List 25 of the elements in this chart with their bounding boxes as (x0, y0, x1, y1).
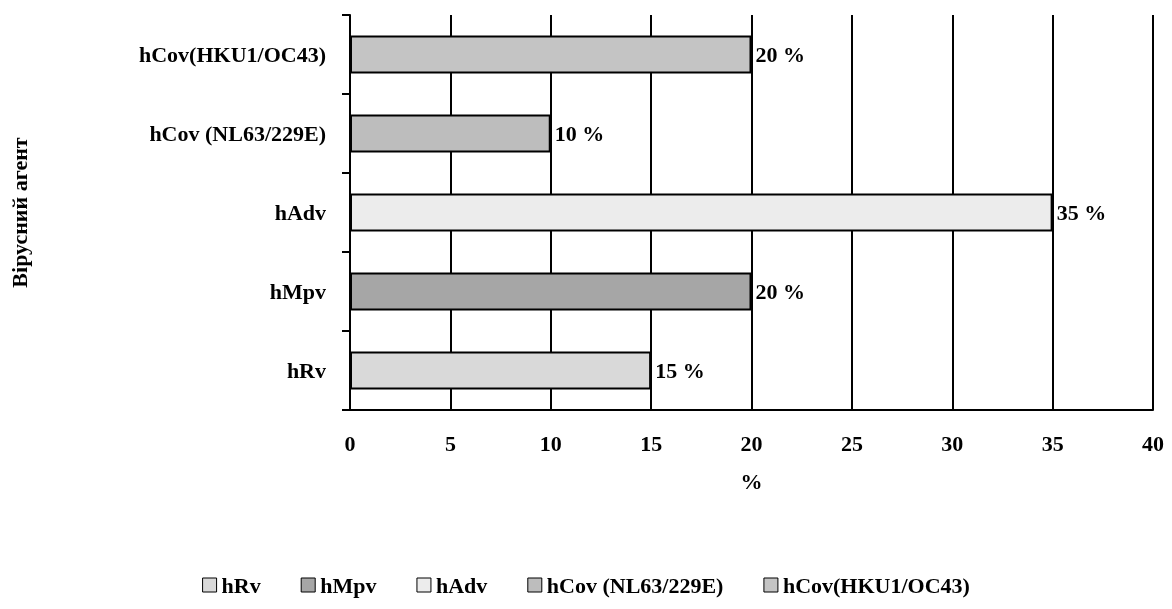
y-tick-label: hCov(HKU1/OC43) (139, 42, 326, 67)
legend-label: hCov (NL63/229E) (546, 572, 724, 598)
data-label: 15 % (655, 358, 705, 383)
legend-label: hMpv (320, 572, 377, 598)
x-tick-label: 30 (941, 430, 964, 456)
y-tick-label: hMpv (269, 279, 326, 304)
x-axis-title: % (740, 468, 763, 494)
y-axis-title: Вірусний агент (6, 137, 32, 288)
data-label: 20 % (755, 42, 805, 67)
x-tick-label: 25 (840, 430, 863, 456)
x-tick-label: 35 (1041, 430, 1064, 456)
data-label: 10 % (554, 121, 605, 146)
x-tick-label: 10 (539, 430, 562, 456)
data-label: 20 % (755, 279, 805, 304)
y-tick-label: hRv (286, 358, 326, 383)
y-tick-label: hAdv (274, 200, 326, 225)
x-tick-label: 20 (740, 430, 763, 456)
x-tick-label: 5 (444, 430, 456, 456)
legend-label: hAdv (435, 572, 488, 598)
y-tick-label: hCov (NL63/229E) (149, 121, 326, 146)
legend-label: hCov(HKU1/OC43) (782, 572, 970, 598)
x-tick-label: 40 (1142, 430, 1164, 456)
x-tick-label: 0 (344, 430, 356, 456)
data-label: 35 % (1056, 200, 1107, 225)
x-tick-label: 15 (640, 430, 663, 456)
